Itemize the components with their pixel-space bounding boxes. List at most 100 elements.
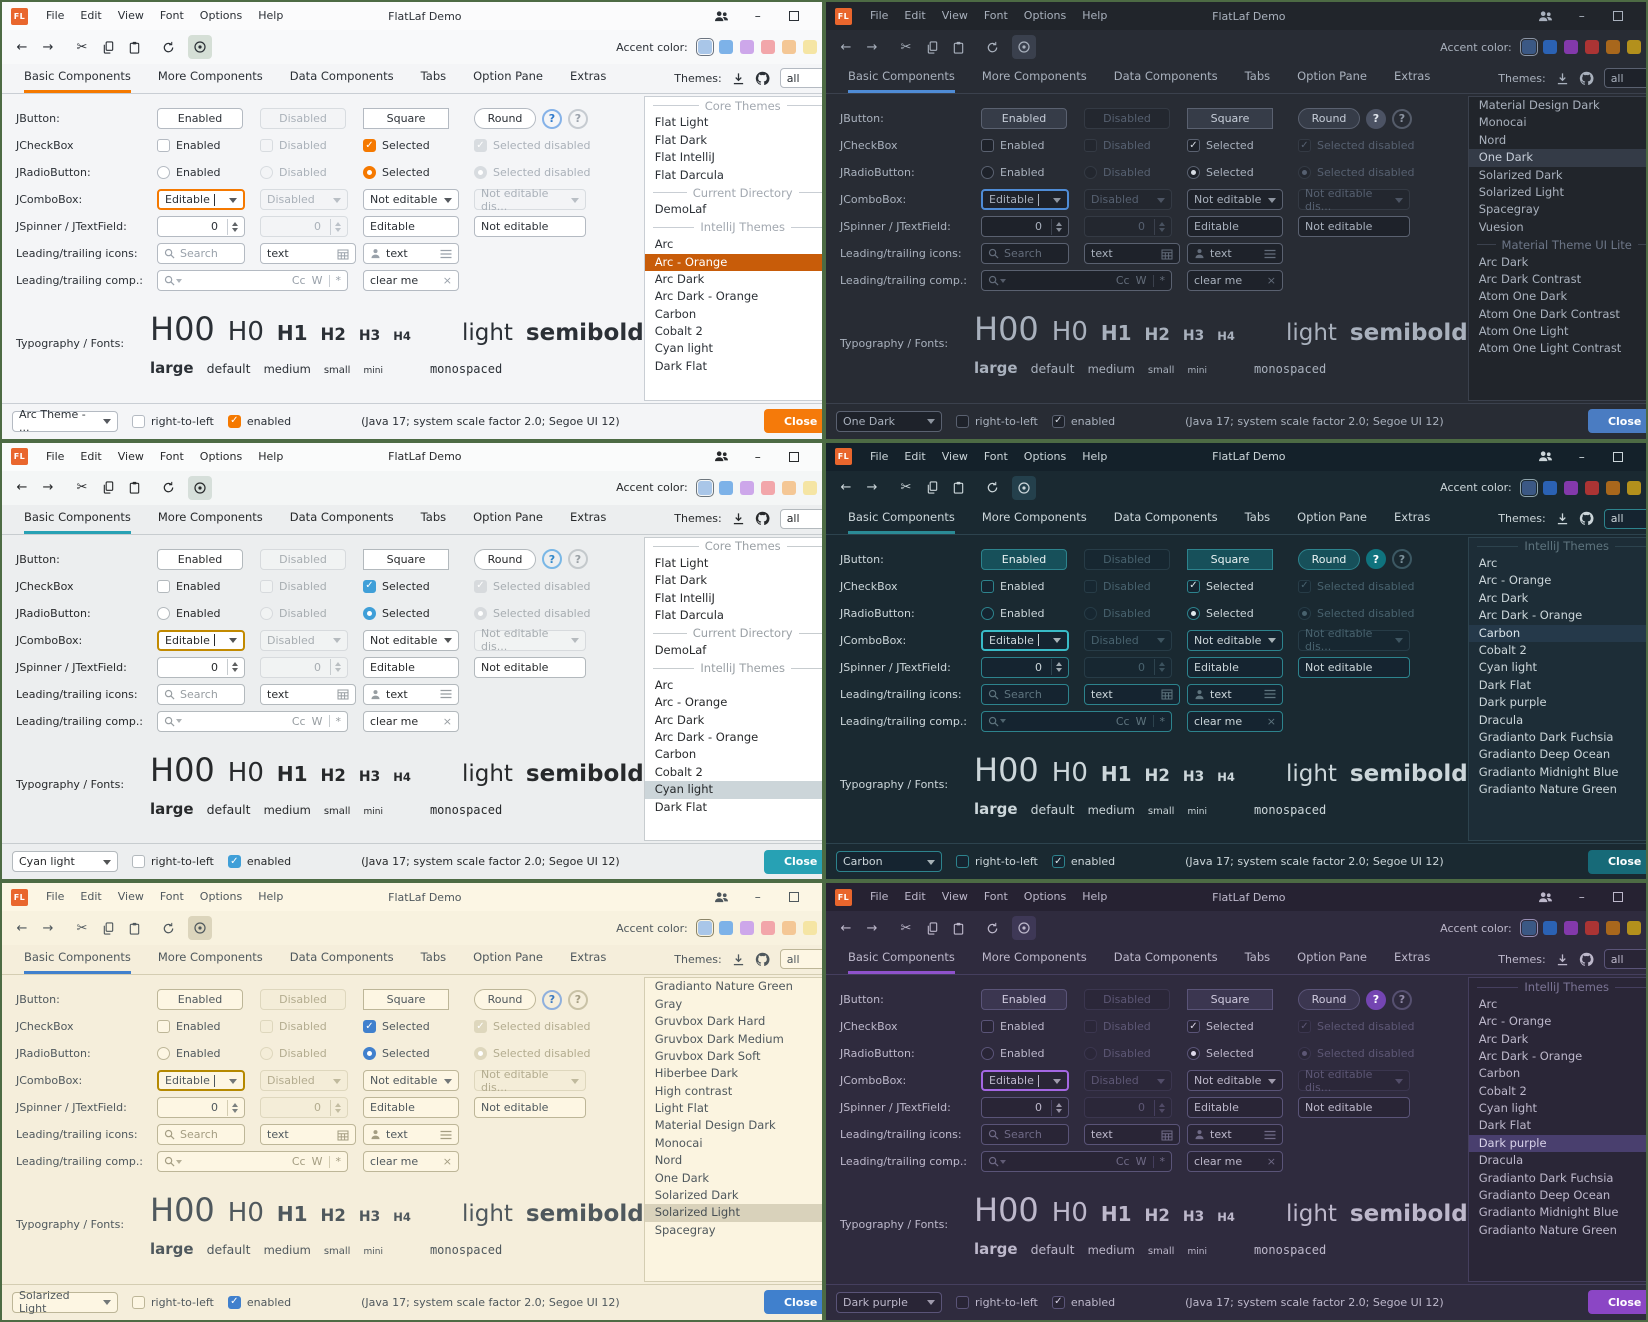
tab-data-components[interactable]: Data Components (289, 69, 394, 83)
theme-selector-combo[interactable]: Solarized Light (12, 1289, 118, 1315)
theme-list-item[interactable]: Flat Dark (654, 132, 707, 147)
tab-tabs[interactable]: Tabs (1244, 69, 1271, 83)
show-hidden-toggle[interactable] (188, 35, 212, 59)
maximize-button[interactable] (1600, 883, 1636, 911)
theme-list-item[interactable]: Flat Darcula (654, 608, 724, 623)
radio-selected[interactable]: Selected (1187, 1047, 1291, 1061)
theme-list-item[interactable]: Gruvbox Dark Soft (654, 1048, 761, 1063)
github-icon[interactable] (1579, 71, 1594, 86)
back-button[interactable]: ← (840, 39, 852, 55)
accent-color-swatch[interactable] (739, 40, 754, 54)
theme-list-item[interactable]: Dracula (1478, 1153, 1524, 1168)
tab-option-pane[interactable]: Option Pane (473, 950, 543, 965)
theme-list-item[interactable]: Nord (654, 1153, 683, 1168)
right-to-left-checkbox[interactable]: ✓right-to-left (956, 855, 1038, 869)
user-list-input[interactable]: text (363, 683, 459, 705)
user-list-input[interactable]: text (1187, 243, 1283, 264)
accent-color-swatch[interactable] (1605, 480, 1620, 495)
theme-list-item[interactable]: Atom One Light Contrast (1478, 341, 1622, 356)
enabled-button[interactable]: Enabled (157, 108, 243, 129)
combobox-not-editable[interactable]: Not editable (1187, 189, 1283, 210)
radio-enabled[interactable]: Enabled (157, 166, 253, 179)
menu-help[interactable]: Help (258, 449, 284, 463)
menu-file[interactable]: File (46, 890, 65, 904)
accent-color-swatch[interactable] (1584, 40, 1599, 54)
regex-icon[interactable]: * (1159, 1155, 1166, 1169)
list-icon[interactable] (440, 689, 452, 699)
accent-color-swatch[interactable] (1542, 921, 1557, 936)
right-to-left-checkbox[interactable]: ✓right-to-left (132, 1295, 214, 1309)
forward-button[interactable]: → (866, 920, 878, 936)
right-to-left-checkbox[interactable]: ✓right-to-left (956, 1295, 1038, 1309)
theme-list-item[interactable]: Solarized Dark (654, 1188, 739, 1203)
menu-options[interactable]: Options (199, 9, 243, 22)
download-icon[interactable] (732, 512, 745, 526)
accent-color-swatch[interactable] (1584, 480, 1599, 495)
enabled-checkbox[interactable]: ✓ enabled (227, 855, 291, 869)
square-button[interactable]: Square (1187, 108, 1273, 129)
match-case-icon[interactable]: Cc (1115, 1155, 1130, 1169)
textfield-editable[interactable]: Editable (1187, 216, 1283, 237)
theme-list-item[interactable]: Gradianto Dark Fuchsia (1478, 729, 1614, 744)
paste-icon[interactable] (946, 916, 970, 940)
tab-more-components[interactable]: More Components (981, 509, 1087, 524)
theme-list-item[interactable]: Carbon (654, 747, 697, 762)
theme-list-item[interactable]: Monocai (1478, 115, 1527, 130)
menu-help[interactable]: Help (1082, 449, 1108, 463)
cut-icon[interactable]: ✂ (76, 39, 88, 55)
whole-words-icon[interactable]: W (1135, 714, 1147, 728)
help-button[interactable]: ? (542, 989, 562, 1010)
close-button[interactable]: Close (1587, 849, 1646, 874)
radio-selected[interactable]: Selected (1187, 166, 1291, 179)
theme-list-item[interactable]: Arc - Orange (1478, 573, 1552, 588)
list-icon[interactable] (1264, 1130, 1276, 1140)
menu-edit[interactable]: Edit (904, 449, 926, 463)
match-case-icon[interactable]: Cc (1115, 274, 1130, 287)
round-button[interactable]: Round (474, 989, 536, 1011)
spinner-arrows-icon[interactable] (1051, 659, 1062, 676)
radio-enabled[interactable]: Enabled (981, 166, 1077, 179)
theme-list-item[interactable]: Carbon (654, 306, 697, 321)
menu-font[interactable]: Font (159, 449, 184, 463)
theme-list-item[interactable]: Gray (654, 996, 683, 1011)
help-button[interactable]: ? (1366, 108, 1386, 129)
accent-color-swatch[interactable] (781, 921, 796, 936)
match-case-icon[interactable]: Cc (291, 1155, 306, 1169)
checkbox-enabled[interactable]: ✓Enabled (981, 139, 1077, 152)
theme-list-item[interactable]: Arc (654, 677, 674, 692)
menu-options[interactable]: Options (1023, 890, 1067, 904)
accent-color-swatch[interactable] (1626, 40, 1641, 54)
spinner-arrows-icon[interactable] (1051, 1099, 1062, 1116)
tab-basic-components[interactable]: Basic Components (24, 950, 131, 975)
search-input[interactable]: Search (981, 243, 1069, 264)
date-input[interactable]: text (1084, 683, 1180, 705)
user-list-input[interactable]: text (1187, 1124, 1283, 1146)
theme-list-item[interactable]: Arc Dark (1478, 254, 1529, 269)
menu-view[interactable]: View (117, 890, 144, 904)
match-case-icon[interactable]: Cc (1115, 714, 1130, 728)
menu-help[interactable]: Help (258, 9, 284, 22)
checkbox-selected[interactable]: ✓ Selected (1187, 139, 1291, 152)
search-with-options-input[interactable]: Cc W * (981, 710, 1172, 732)
list-icon[interactable] (440, 1130, 452, 1140)
calendar-icon[interactable] (1161, 1129, 1173, 1141)
right-to-left-checkbox[interactable]: ✓right-to-left (132, 855, 214, 869)
checkbox-selected[interactable]: ✓ Selected (1187, 1020, 1291, 1034)
copy-icon[interactable] (96, 916, 120, 940)
theme-filter-combo[interactable]: all (1603, 508, 1646, 529)
tab-option-pane[interactable]: Option Pane (1297, 950, 1367, 965)
right-to-left-checkbox[interactable]: ✓right-to-left (132, 414, 214, 428)
theme-list-item[interactable]: Cyan light (1478, 660, 1538, 675)
search-options-icon[interactable] (164, 1156, 182, 1167)
spinner-arrows-icon[interactable] (1051, 218, 1062, 235)
search-input[interactable]: Search (981, 683, 1069, 705)
enabled-checkbox[interactable]: ✓ enabled (1051, 855, 1115, 869)
square-button[interactable]: Square (363, 548, 449, 570)
search-options-icon[interactable] (988, 716, 1006, 727)
menu-edit[interactable]: Edit (904, 890, 926, 904)
theme-selector-combo[interactable]: Arc Theme - ... (12, 408, 118, 434)
accent-color-swatch[interactable] (802, 40, 817, 54)
tab-tabs[interactable]: Tabs (420, 950, 447, 965)
combobox-editable[interactable]: Editable (981, 1070, 1069, 1092)
date-input[interactable]: text (1084, 1124, 1180, 1146)
